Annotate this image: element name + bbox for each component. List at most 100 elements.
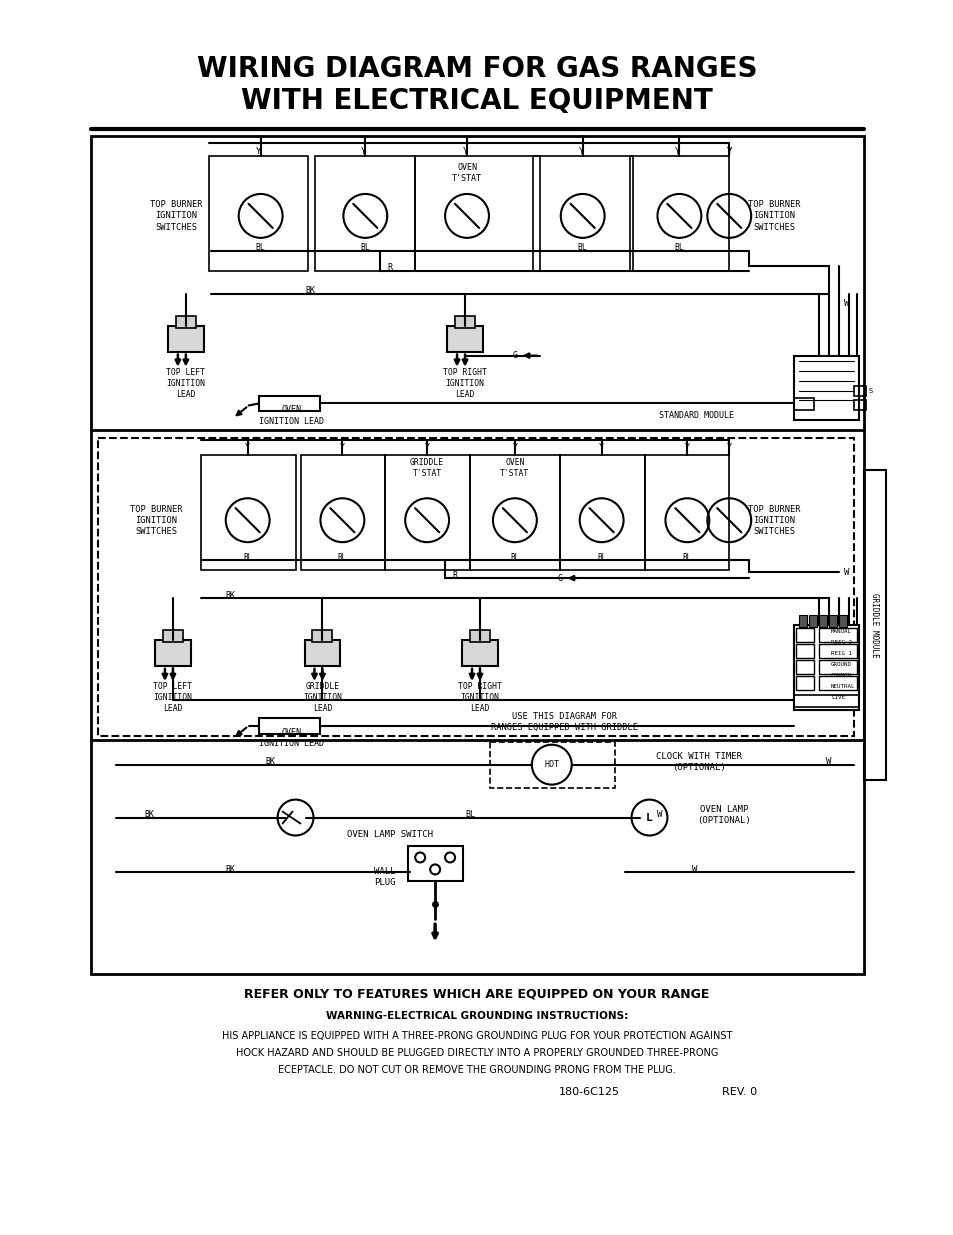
Text: GRIDDLE
T'STAT: GRIDDLE T'STAT xyxy=(410,458,444,478)
Text: Y: Y xyxy=(598,443,603,452)
Text: Y: Y xyxy=(674,147,679,156)
Bar xyxy=(455,316,475,327)
Text: COMMON: COMMON xyxy=(830,673,851,678)
Bar xyxy=(808,615,816,627)
Bar xyxy=(315,156,415,270)
Text: TOP BURNER
IGNITION
SWITCHES: TOP BURNER IGNITION SWITCHES xyxy=(130,505,182,536)
Text: G: G xyxy=(512,351,517,361)
Bar xyxy=(154,640,191,666)
Text: REFER ONLY TO FEATURES WHICH ARE EQUIPPED ON YOUR RANGE: REFER ONLY TO FEATURES WHICH ARE EQUIPPE… xyxy=(244,988,709,1000)
Bar xyxy=(300,456,385,571)
Text: BL: BL xyxy=(510,552,519,562)
Text: Y: Y xyxy=(578,147,584,156)
Bar xyxy=(258,718,320,734)
Bar xyxy=(258,395,320,411)
Bar xyxy=(828,615,836,627)
Text: Y: Y xyxy=(684,443,689,452)
Text: BL: BL xyxy=(674,243,683,252)
Text: OVEN
T'STAT: OVEN T'STAT xyxy=(452,163,481,183)
Text: Y: Y xyxy=(726,147,731,156)
Bar xyxy=(470,456,559,571)
Text: GRIDDLE
IGNITION
LEAD: GRIDDLE IGNITION LEAD xyxy=(303,682,341,714)
Text: BK: BK xyxy=(226,864,235,874)
Text: BL: BL xyxy=(337,552,347,562)
Bar xyxy=(447,326,482,352)
Text: TOP LEFT
IGNITION
LEAD: TOP LEFT IGNITION LEAD xyxy=(166,368,205,399)
Bar xyxy=(818,615,826,627)
Text: OVEN LAMP SWITCH: OVEN LAMP SWITCH xyxy=(347,830,433,839)
Text: WIRING DIAGRAM FOR GAS RANGES: WIRING DIAGRAM FOR GAS RANGES xyxy=(196,56,757,83)
Text: Y: Y xyxy=(512,443,517,452)
Text: BL: BL xyxy=(255,243,265,252)
Text: NEUTRAL: NEUTRAL xyxy=(830,684,855,689)
Bar xyxy=(533,156,632,270)
Bar xyxy=(853,385,865,395)
Text: TOP RIGHT
IGNITION
LEAD: TOP RIGHT IGNITION LEAD xyxy=(457,682,501,714)
Text: REIG 1: REIG 1 xyxy=(830,651,851,657)
Bar xyxy=(385,456,470,571)
Bar xyxy=(863,471,885,779)
Text: Y: Y xyxy=(360,147,366,156)
Text: LIVE: LIVE xyxy=(830,695,844,700)
Text: STANDARD MODULE: STANDARD MODULE xyxy=(659,411,734,420)
Text: TOP LEFT
IGNITION
LEAD: TOP LEFT IGNITION LEAD xyxy=(153,682,193,714)
Bar xyxy=(461,640,497,666)
Bar xyxy=(629,156,728,270)
Text: Y: Y xyxy=(462,147,467,156)
Text: S: S xyxy=(868,388,872,394)
Text: R: R xyxy=(387,263,393,272)
Text: BL: BL xyxy=(464,810,475,819)
Text: W: W xyxy=(825,757,831,766)
Bar xyxy=(644,456,728,571)
Bar xyxy=(313,630,332,642)
Text: BK: BK xyxy=(144,810,153,819)
Text: WARNING-ELECTRICAL GROUNDING INSTRUCTIONS:: WARNING-ELECTRICAL GROUNDING INSTRUCTION… xyxy=(326,1011,627,1021)
Text: MANUAL: MANUAL xyxy=(830,630,851,635)
Bar xyxy=(793,695,858,706)
Text: REV. 0: REV. 0 xyxy=(720,1087,756,1097)
Bar xyxy=(795,643,813,658)
Bar xyxy=(818,676,856,690)
Text: WALL
PLUG: WALL PLUG xyxy=(374,867,395,888)
Text: Y: Y xyxy=(726,147,731,156)
Bar xyxy=(793,625,858,710)
Bar xyxy=(415,156,539,270)
Text: Y: Y xyxy=(255,147,261,156)
Text: ECEPTACLE. DO NOT CUT OR REMOVE THE GROUNDING PRONG FROM THE PLUG.: ECEPTACLE. DO NOT CUT OR REMOVE THE GROU… xyxy=(278,1065,675,1074)
Bar xyxy=(559,456,644,571)
Text: W: W xyxy=(843,299,849,309)
Text: CLOCK WITH TIMER
(OPTIONAL): CLOCK WITH TIMER (OPTIONAL) xyxy=(656,752,741,772)
Bar xyxy=(818,643,856,658)
Bar xyxy=(793,356,858,420)
Bar xyxy=(795,627,813,642)
Text: TOP BURNER
IGNITION
SWITCHES: TOP BURNER IGNITION SWITCHES xyxy=(150,200,202,231)
Bar xyxy=(98,438,853,736)
Text: BL: BL xyxy=(578,243,587,252)
Bar xyxy=(838,615,846,627)
Text: BL: BL xyxy=(360,243,370,252)
Text: GROUND: GROUND xyxy=(830,662,851,667)
Text: Y: Y xyxy=(726,443,731,452)
Text: USE THIS DIAGRAM FOR
RANGES EQUIPPED WITH GRIDDLE: USE THIS DIAGRAM FOR RANGES EQUIPPED WIT… xyxy=(491,711,638,732)
Text: WITH ELECTRICAL EQUIPMENT: WITH ELECTRICAL EQUIPMENT xyxy=(241,88,712,115)
Text: BL: BL xyxy=(243,552,252,562)
Text: REIG 2: REIG 2 xyxy=(830,641,851,646)
Text: Y: Y xyxy=(339,443,345,452)
Text: Y: Y xyxy=(424,443,429,452)
Text: OVEN
IGNITION LEAD: OVEN IGNITION LEAD xyxy=(258,405,323,426)
Bar xyxy=(408,846,462,882)
Text: L: L xyxy=(645,813,652,823)
Text: BL: BL xyxy=(682,552,691,562)
Bar xyxy=(168,326,204,352)
Bar xyxy=(175,316,195,327)
Text: TOP RIGHT
IGNITION
LEAD: TOP RIGHT IGNITION LEAD xyxy=(442,368,486,399)
Text: BL: BL xyxy=(597,552,605,562)
Text: 180-6C125: 180-6C125 xyxy=(558,1087,619,1097)
Bar xyxy=(795,659,813,674)
Text: W: W xyxy=(843,568,849,577)
Text: OVEN
IGNITION LEAD: OVEN IGNITION LEAD xyxy=(258,727,323,747)
Text: TOP BURNER
IGNITION
SWITCHES: TOP BURNER IGNITION SWITCHES xyxy=(747,200,800,231)
Text: HOT: HOT xyxy=(544,761,558,769)
Text: BK: BK xyxy=(305,287,315,295)
Text: R: R xyxy=(452,571,457,579)
